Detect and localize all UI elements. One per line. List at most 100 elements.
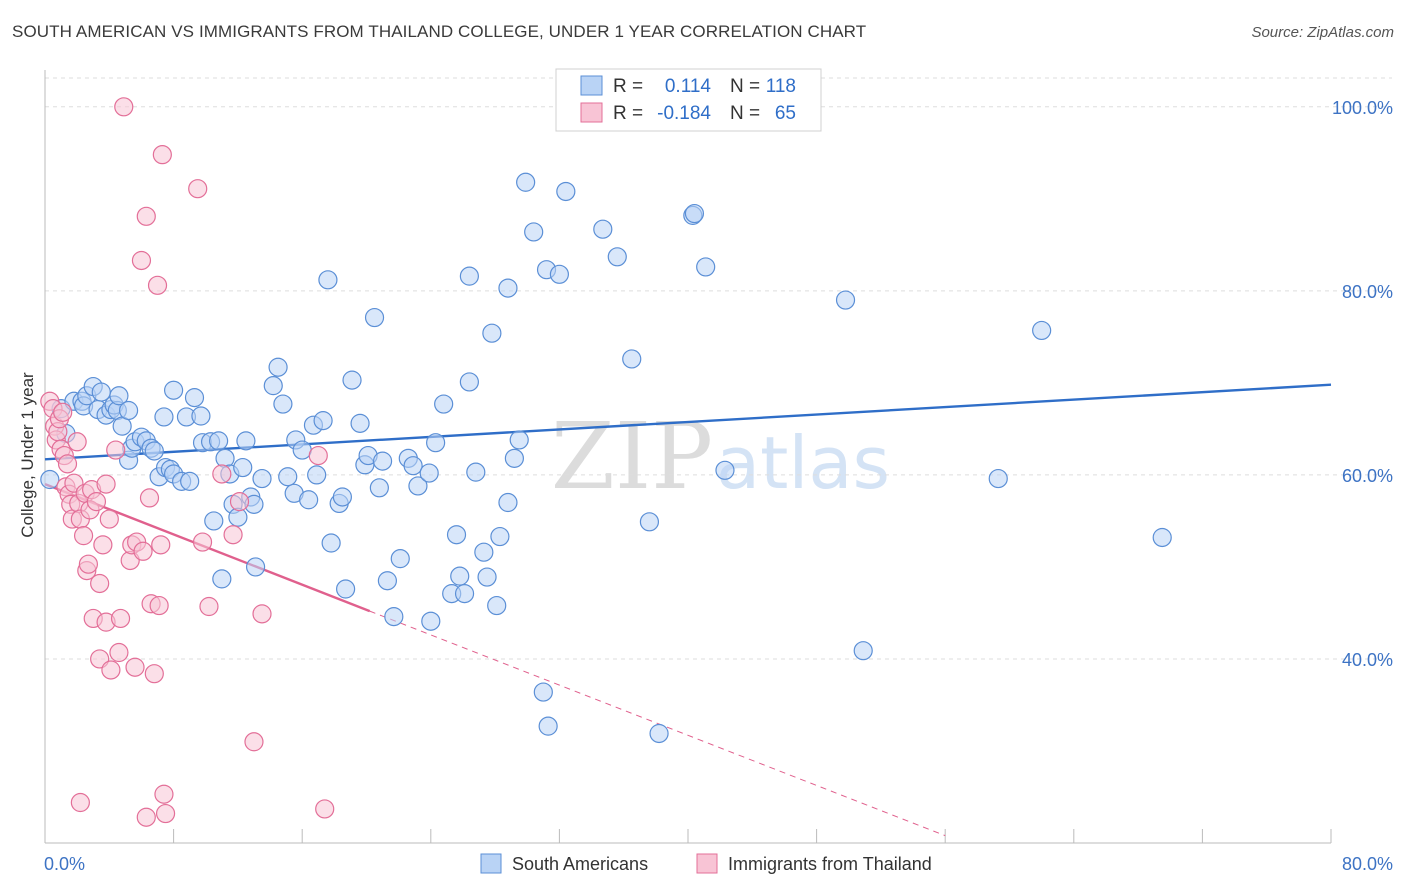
watermark-atlas: atlas (716, 421, 890, 505)
point-south-americans (307, 465, 327, 485)
point-thailand (90, 573, 110, 594)
point-south-americans (263, 376, 283, 396)
point-south-americans (299, 490, 319, 510)
point-south-americans (466, 462, 486, 482)
point-thailand (78, 554, 99, 574)
point-south-americans (498, 492, 518, 513)
point-thailand (114, 97, 134, 117)
trend-line-south-americans (44, 383, 1332, 461)
series-immigrants-thailand (40, 97, 335, 827)
point-south-americans (1032, 320, 1052, 341)
series-south-americans (40, 96, 1172, 744)
point-south-americans (342, 370, 362, 390)
point-south-americans (1152, 527, 1172, 548)
point-south-americans (487, 595, 507, 616)
point-thailand (110, 608, 131, 629)
watermark-zip: ZIP (551, 403, 713, 510)
point-thailand (99, 509, 119, 529)
point-south-americans (446, 525, 467, 545)
point-south-americans (421, 611, 441, 631)
point-thailand (57, 454, 78, 474)
point-thailand (101, 660, 121, 680)
point-south-americans (715, 460, 735, 480)
legend-swatch-south-americans (480, 853, 502, 874)
point-thailand (53, 402, 73, 422)
point-south-americans (426, 433, 446, 453)
axes (44, 70, 1332, 844)
point-south-americans (292, 440, 312, 460)
point-south-americans (204, 511, 224, 531)
point-thailand (106, 440, 126, 460)
point-thailand (125, 657, 145, 677)
point-south-americans (516, 172, 536, 192)
point-south-americans (377, 571, 397, 591)
point-thailand (212, 464, 232, 484)
point-thailand (155, 803, 176, 824)
stats-box: R = 0.114 N = 118 R = -0.184 N = 65 (555, 68, 822, 132)
point-south-americans (593, 219, 613, 239)
point-thailand (252, 604, 272, 624)
stats-r-value-1: 0.114 (665, 76, 712, 97)
point-south-americans (477, 567, 497, 587)
point-south-americans (273, 394, 293, 414)
point-thailand (131, 250, 152, 271)
point-south-americans (504, 448, 524, 468)
tick-labels: 40.0% 60.0% 80.0% 100.0% 0.0% 80.0% (44, 98, 1393, 874)
stats-r-value-2: -0.184 (657, 103, 711, 124)
point-thailand (192, 532, 213, 552)
point-south-americans (180, 471, 200, 491)
point-thailand (149, 595, 169, 616)
stats-n-label-2: N = (730, 103, 760, 124)
point-south-americans (482, 323, 502, 343)
point-south-americans (191, 406, 211, 426)
point-south-americans (524, 222, 544, 242)
y-tick-label: 100.0% (1332, 98, 1393, 118)
point-thailand (199, 596, 219, 617)
point-south-americans (684, 203, 705, 224)
stats-n-label-1: N = (730, 76, 760, 97)
point-thailand (67, 432, 87, 452)
point-thailand (133, 541, 153, 561)
point-south-americans (509, 430, 529, 450)
point-thailand (229, 491, 250, 512)
point-south-americans (450, 566, 470, 586)
point-south-americans (607, 247, 627, 267)
point-south-americans (372, 451, 393, 471)
point-south-americans (40, 469, 60, 490)
point-thailand (223, 525, 243, 545)
point-south-americans (459, 266, 479, 286)
y-tick-label: 60.0% (1342, 466, 1393, 486)
point-thailand (308, 445, 328, 466)
point-thailand (70, 792, 90, 813)
point-thailand (152, 145, 172, 165)
point-south-americans (109, 386, 129, 406)
point-south-americans (332, 487, 352, 507)
point-south-americans (454, 584, 475, 604)
point-south-americans (556, 181, 576, 202)
stats-r-label-1: R = (613, 76, 643, 97)
point-thailand (315, 799, 335, 819)
point-south-americans (639, 512, 660, 532)
point-south-americans (268, 357, 288, 377)
point-south-americans (538, 716, 558, 736)
point-south-americans (403, 456, 423, 476)
point-thailand (86, 491, 107, 512)
point-south-americans (408, 476, 428, 496)
point-thailand (154, 784, 174, 804)
point-south-americans (252, 468, 272, 489)
legend-label-south-americans: South Americans (512, 854, 648, 874)
y-tick-label: 80.0% (1342, 282, 1393, 302)
x-tick-label-min: 0.0% (44, 854, 85, 874)
stats-swatch-south-americans (580, 75, 603, 96)
point-south-americans (434, 394, 454, 414)
point-south-americans (336, 579, 356, 599)
stats-n-value-2: 65 (775, 103, 796, 124)
point-south-americans (278, 467, 298, 487)
point-south-americans (696, 257, 716, 277)
stats-n-value-1: 118 (766, 76, 796, 97)
point-south-americans (835, 290, 856, 310)
point-south-americans (209, 431, 229, 451)
point-thailand (244, 732, 264, 752)
point-south-americans (118, 400, 139, 421)
